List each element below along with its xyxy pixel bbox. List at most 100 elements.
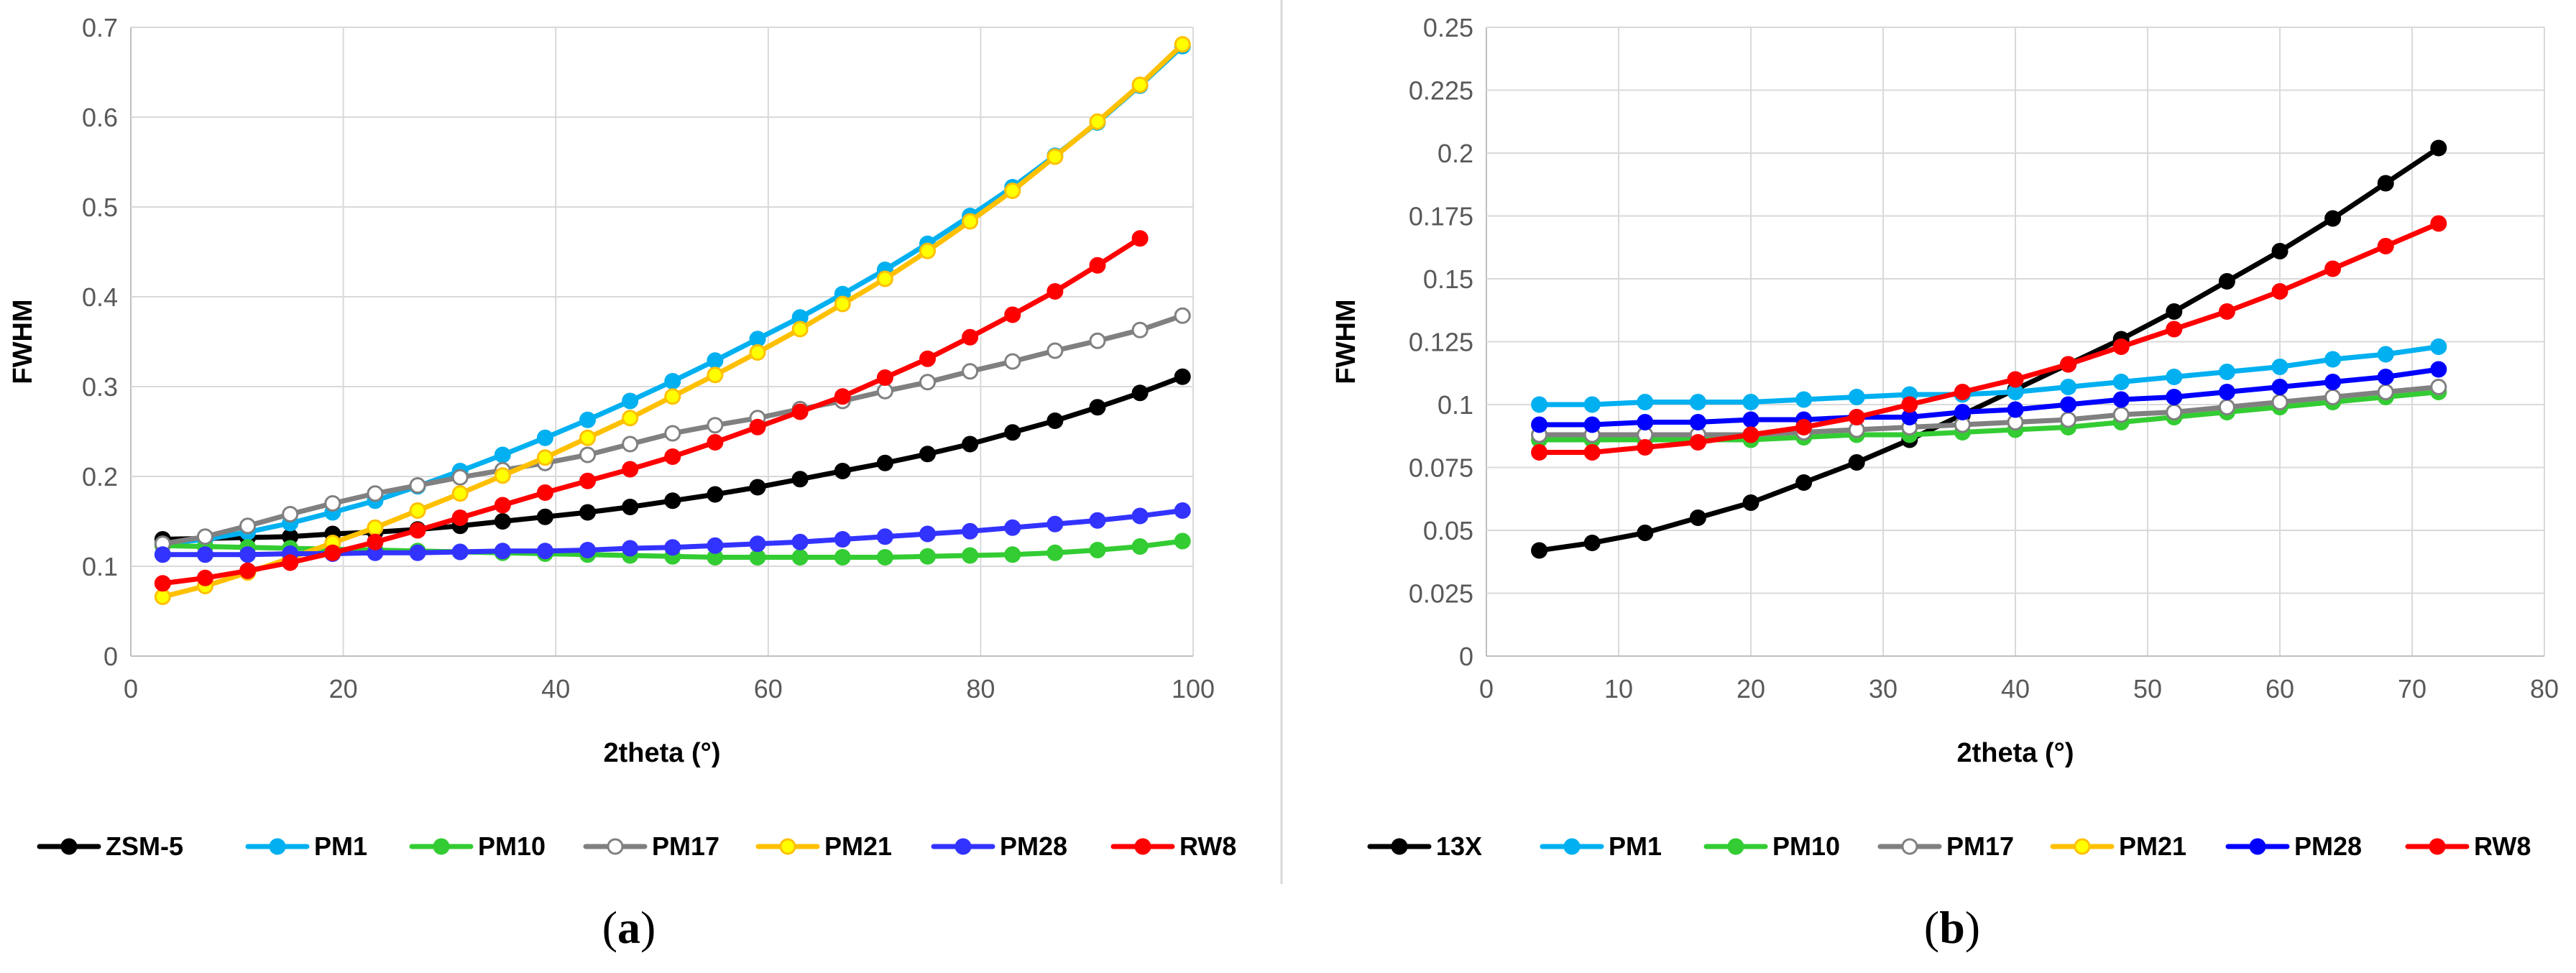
data-point [2377,175,2394,192]
data-point [962,435,979,453]
data-point [1089,113,1106,130]
data-point [239,517,257,535]
y-tick-label: 0.125 [1409,328,1473,357]
data-point [834,388,851,405]
data-point [1531,444,1548,461]
data-point [579,446,597,464]
legend-swatch-marker [433,838,450,855]
data-point [1742,394,1760,410]
legend-item: PM1 [245,831,367,861]
data-point [1174,368,1191,385]
data-point [2060,379,2077,395]
data-point [1131,538,1149,555]
data-point [494,497,511,514]
data-point [749,418,766,435]
data-point [919,374,936,391]
x-tick-label: 20 [329,674,358,704]
data-point [282,506,299,522]
data-point [1583,535,1601,551]
data-point [1689,394,1706,410]
data-point [1089,512,1106,529]
y-tick-label: 0.075 [1409,453,1473,483]
x-tick-label: 30 [1869,674,1898,704]
series-line [1537,384,2442,438]
data-point [2271,394,2288,410]
data-point [494,543,511,560]
x-tick-label: 60 [2266,674,2294,704]
data-point [707,366,724,384]
x-tick-label: 0 [1479,674,1494,704]
legend-label: PM21 [2119,831,2186,861]
legend-swatch-marker [60,838,78,855]
data-point [196,569,213,586]
data-point [707,537,724,554]
data-point [409,477,426,494]
data-point [1174,502,1191,519]
data-point [962,213,979,230]
data-point [1004,306,1021,323]
data-point [409,502,426,519]
x-tick-label: 70 [2398,674,2426,704]
series-pm28 [1531,361,2447,433]
data-point [1131,230,1149,247]
data-point [876,528,893,545]
legend-item: ZSM-5 [37,831,183,861]
y-tick-label: 0.15 [1423,264,1473,294]
series-rw8 [1531,215,2447,461]
data-point [2377,369,2394,385]
series-13x [1531,139,2447,559]
legend-label: PM17 [652,831,719,861]
legend-label: PM28 [1000,831,1067,861]
x-tick-label: 100 [1172,674,1215,704]
data-point [2112,391,2130,408]
y-tick-label: 0.175 [1409,202,1473,231]
legend-label: PM10 [478,831,546,861]
data-point [367,485,384,502]
data-point [834,463,851,479]
y-tick-label: 0.25 [1423,13,1473,42]
data-point [1954,404,1971,420]
data-point [451,469,469,486]
data-point [1689,509,1706,526]
data-point [622,392,639,410]
legend-label: PM28 [2294,831,2362,861]
data-point [451,509,469,526]
data-point [2324,351,2342,368]
panel-label-letter: b [1939,902,1965,953]
data-point [1795,474,1813,491]
data-point [1742,426,1760,443]
x-tick-label: 40 [2001,674,2030,704]
data-point [239,562,257,579]
legend-label: PM10 [1772,831,1840,861]
legend-item: PM28 [2225,831,2362,861]
data-point [2060,356,2077,373]
data-point [1089,542,1106,558]
data-point [1004,353,1021,370]
y-tick-label: 0.2 [82,462,118,492]
data-point [1046,283,1064,300]
data-point [791,471,809,488]
x-tick-label: 20 [1736,674,1765,704]
y-axis-title: FWHM [1331,299,1361,384]
panel-label-paren-open: ( [1924,902,1939,953]
y-tick-label: 0.1 [1438,390,1473,420]
data-point [494,446,511,464]
data-point [2324,389,2342,405]
data-point [1531,542,1548,559]
data-point [664,388,681,405]
legend-swatch-marker [2429,838,2446,855]
data-point [749,331,766,348]
legend-item: PM10 [409,831,546,861]
panel-label: (b) [1924,902,1980,953]
data-point [749,479,766,496]
data-point [962,547,979,564]
legend-swatch-marker [1563,838,1581,855]
data-point [2166,321,2183,338]
data-point [919,242,936,259]
data-point [2060,396,2077,413]
x-tick-label: 40 [541,674,570,704]
data-point [834,531,851,548]
chart-panel-a: 0 20 40 60 80 100 0 0.1 0.2 0.3 0.4 0.5 0.6 0.7 2theta… [8,13,1236,953]
legend-label: RW8 [2474,831,2531,861]
legend-item: PM21 [755,831,892,861]
